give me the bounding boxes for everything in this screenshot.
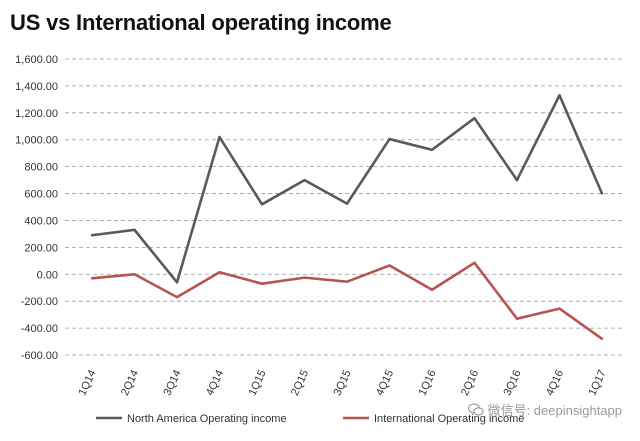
y-tick-label: 1,400.00 <box>15 81 58 93</box>
legend-label: North America Operating income <box>127 413 287 425</box>
data-point <box>303 178 306 182</box>
x-axis-tick-labels: 1Q14 2Q14 3Q14 4Q14 1Q15 2Q15 3Q15 4Q15 1Q16 2Q16… <box>76 368 608 397</box>
y-tick-label: -200.00 <box>21 296 58 308</box>
x-tick-label: 1Q14 <box>76 368 98 397</box>
data-point <box>133 273 136 276</box>
x-tick-label: 1Q17 <box>586 368 608 397</box>
data-point <box>473 261 476 265</box>
data-point <box>260 203 264 206</box>
north-america-line <box>91 94 604 284</box>
y-tick-label: 1,200.00 <box>15 108 58 120</box>
x-tick-label: 2Q15 <box>289 368 311 397</box>
y-tick-label: 200.00 <box>24 242 58 254</box>
data-point <box>175 295 179 299</box>
data-point <box>515 178 519 182</box>
chart-title: US vs International operating income <box>10 10 392 35</box>
legend: North America Operating income Internatio… <box>96 413 524 425</box>
data-point <box>345 202 349 205</box>
data-point <box>260 282 264 285</box>
data-point <box>473 117 476 120</box>
x-tick-label: 3Q15 <box>331 368 353 397</box>
watermark-text: 微信号: deepinsightapp <box>487 403 622 418</box>
data-point <box>515 317 519 320</box>
y-tick-label: 600.00 <box>24 189 58 201</box>
x-tick-label: 3Q16 <box>501 368 523 397</box>
data-point <box>345 280 349 283</box>
data-point <box>218 135 221 139</box>
wechat-icon <box>467 402 484 416</box>
data-point <box>90 234 94 237</box>
x-tick-label: 4Q15 <box>374 368 396 397</box>
data-point <box>600 192 604 195</box>
y-tick-label: 1,600.00 <box>15 54 58 66</box>
data-point <box>430 288 434 291</box>
data-point <box>133 228 136 232</box>
x-tick-label: 1Q16 <box>416 368 438 397</box>
data-point <box>388 264 391 267</box>
data-point <box>303 276 306 279</box>
data-point <box>388 137 391 141</box>
data-point <box>175 281 179 284</box>
x-tick-label: 2Q14 <box>119 368 141 397</box>
data-point <box>430 148 434 152</box>
x-tick-label: 4Q14 <box>204 368 226 397</box>
x-tick-label: 2Q16 <box>459 368 481 397</box>
data-point <box>600 337 604 341</box>
x-tick-label: 3Q14 <box>161 368 183 397</box>
y-tick-label: -600.00 <box>21 350 58 362</box>
y-tick-label: 0.00 <box>37 269 58 281</box>
y-axis-tick-labels: -600.00 -400.00 -200.00 0.00 200.00 400.00 600… <box>15 54 58 362</box>
y-tick-label: 1,000.00 <box>15 135 58 147</box>
data-point <box>558 307 561 310</box>
y-tick-label: 400.00 <box>24 215 58 227</box>
x-tick-label: 1Q15 <box>246 368 268 397</box>
x-tick-label: 4Q16 <box>544 368 566 397</box>
gridlines <box>65 58 625 356</box>
data-point <box>218 271 221 274</box>
legend-label: International Operating income <box>374 413 524 425</box>
y-tick-label: -400.00 <box>21 323 58 335</box>
watermark: 微信号: deepinsightapp <box>467 400 622 419</box>
series-lines <box>90 94 604 341</box>
data-point <box>558 94 561 97</box>
data-point <box>90 277 94 280</box>
y-tick-label: 800.00 <box>24 162 58 174</box>
